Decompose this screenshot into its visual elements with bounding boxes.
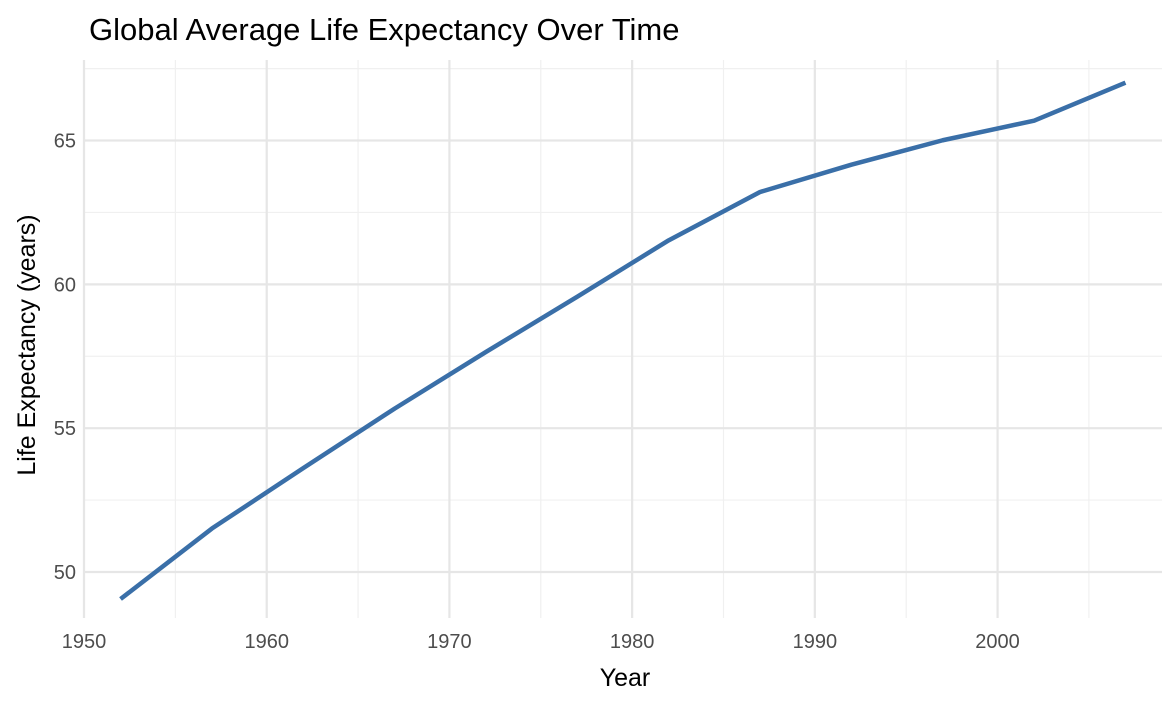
x-tick-label: 1990	[793, 631, 838, 653]
y-tick-label: 55	[54, 418, 76, 440]
y-tick-label: 65	[54, 131, 76, 153]
x-tick-label: 1970	[427, 631, 472, 653]
grid-lines	[82, 60, 1162, 618]
x-axis-title: Year	[600, 664, 651, 692]
x-tick-label: 1960	[244, 631, 289, 653]
chart-title: Global Average Life Expectancy Over Time	[89, 12, 679, 47]
x-tick-label: 1980	[610, 631, 655, 653]
life-expectancy-series-line	[119, 80, 1127, 601]
x-tick-label: 1950	[62, 631, 107, 653]
series-layer	[119, 80, 1127, 601]
x-tick-label: 2000	[975, 631, 1020, 653]
y-tick-label: 60	[54, 274, 76, 296]
tick-labels: 1950 1960 1970 1980 1990 2000 50 55 60 65	[54, 131, 1020, 653]
y-axis-title: Life Expectancy (years)	[13, 214, 41, 475]
y-tick-label: 50	[54, 562, 76, 584]
